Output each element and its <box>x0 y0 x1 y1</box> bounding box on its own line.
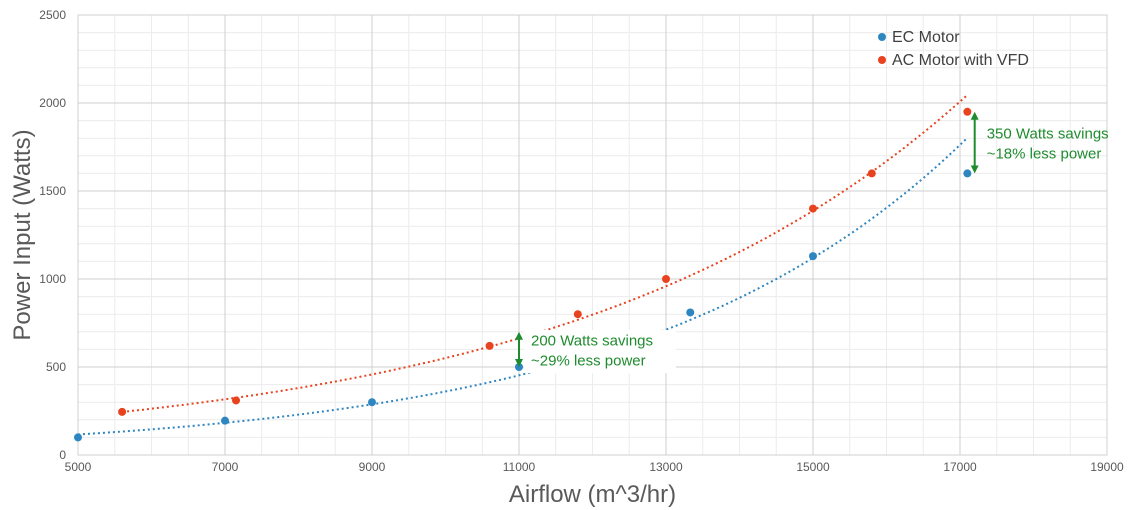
data-point-series-2 <box>662 275 670 283</box>
legend: EC Motor AC Motor with VFD <box>878 29 1029 69</box>
annotation-line: 200 Watts savings <box>531 332 653 349</box>
trendline-series-1 <box>77 137 969 436</box>
annotation-label: 200 Watts savings ~29% less power <box>531 332 653 369</box>
annotation-line: ~18% less power <box>987 146 1102 163</box>
data-point-series-1 <box>515 363 523 371</box>
data-point-series-2 <box>809 204 817 213</box>
y-tick-label: 1500 <box>39 184 66 198</box>
y-tick-label: 1000 <box>39 272 66 286</box>
y-tick-label: 2500 <box>39 8 66 22</box>
legend-marker <box>878 33 886 41</box>
annotation-line: ~29% less power <box>531 352 646 369</box>
data-point-series-1 <box>368 398 376 407</box>
x-tick-label: 11000 <box>503 460 536 474</box>
data-point-series-1 <box>963 169 972 178</box>
x-tick-label: 5000 <box>65 460 92 474</box>
x-axis-title: Airflow (m^3/hr) <box>509 481 676 508</box>
annotation-background <box>524 330 676 373</box>
minor-grid <box>77 14 1108 456</box>
y-axis-title: Power Input (Watts) <box>9 129 36 340</box>
y-tick-label: 2000 <box>39 96 66 110</box>
x-tick-label: 9000 <box>359 460 386 474</box>
data-point-series-1 <box>74 433 82 442</box>
x-tick-label: 13000 <box>649 460 683 474</box>
data-point-series-2 <box>485 341 494 350</box>
data-point-series-2 <box>118 407 127 416</box>
annotation-line: 350 Watts savings <box>987 126 1109 143</box>
data-point-series-2 <box>232 396 241 405</box>
x-tick-label: 7000 <box>212 460 239 474</box>
x-tick-label: 19000 <box>1090 460 1124 474</box>
annotation-label: 350 Watts savings ~18% less power <box>987 126 1109 163</box>
data-point-series-1 <box>221 416 229 425</box>
data-point-series-2 <box>573 310 582 319</box>
legend-label: AC Motor with VFD <box>892 52 1029 69</box>
legend-marker <box>878 56 886 64</box>
legend-label: EC Motor <box>892 29 960 46</box>
data-point-series-2 <box>867 169 876 178</box>
data-point-series-1 <box>686 308 695 317</box>
data-point-series-2 <box>963 107 972 116</box>
x-tick-label: 17000 <box>943 460 977 474</box>
y-tick-label: 500 <box>46 360 66 374</box>
data-point-series-1 <box>809 252 817 261</box>
y-tick-label: 0 <box>59 448 66 462</box>
plot-area-border <box>77 14 1108 456</box>
x-tick-label: 15000 <box>796 460 830 474</box>
